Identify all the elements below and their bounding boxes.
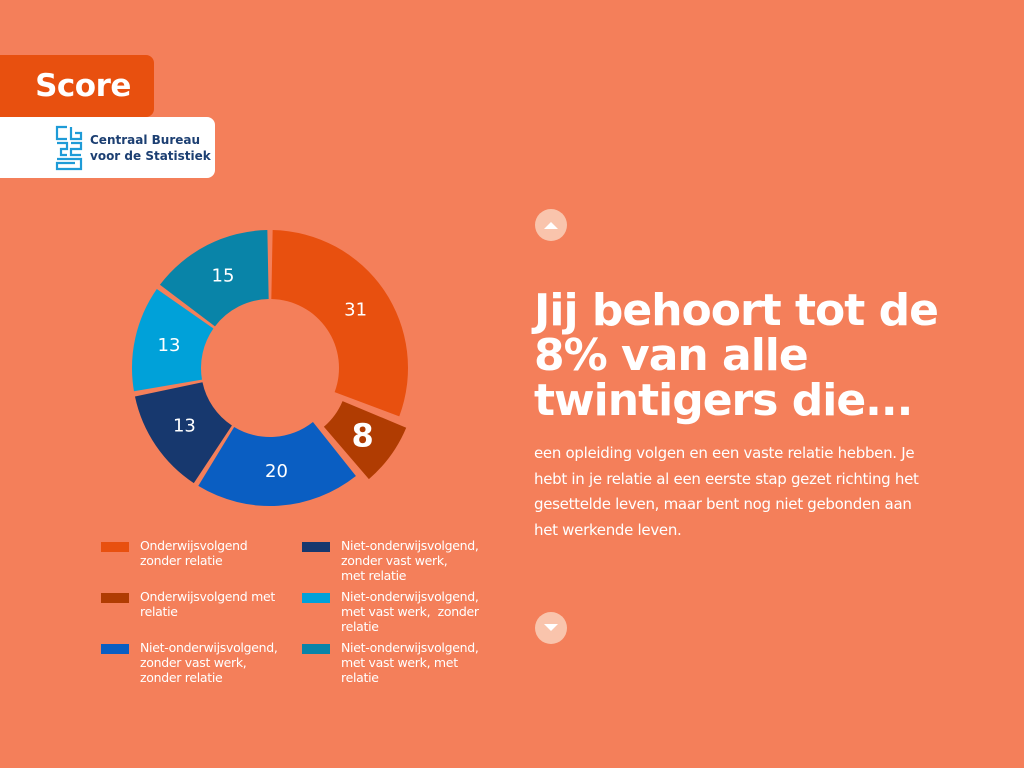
donut-slice xyxy=(132,289,214,392)
heading-line-2: 8% van alle xyxy=(534,330,809,381)
legend-label: Niet-onderwijsvolgend, zonder vast werk, m… xyxy=(341,538,479,583)
cbs-logo-icon xyxy=(55,125,83,170)
legend-label: Onderwijsvolgend zonder relatie xyxy=(140,538,248,568)
legend-item: Onderwijsvolgend zonder relatie xyxy=(101,538,290,568)
legend-item: Niet-onderwijsvolgend, met vast werk, zon… xyxy=(302,589,491,634)
cbs-logo-text: Centraal Bureau voor de Statistiek xyxy=(90,132,211,164)
legend-item: Niet-onderwijsvolgend, met vast werk, met… xyxy=(302,640,491,685)
previous-button[interactable] xyxy=(535,209,567,241)
chevron-up-icon xyxy=(544,222,558,229)
legend-item: Niet-onderwijsvolgend, zonder vast werk, m… xyxy=(302,538,491,583)
logo-line-1: Centraal Bureau xyxy=(90,132,201,147)
legend-swatch xyxy=(101,593,129,603)
legend-label: Niet-onderwijsvolgend, met vast werk, zon… xyxy=(341,589,479,634)
heading-line-1: Jij behoort tot de xyxy=(534,285,939,336)
legend-swatch xyxy=(302,644,330,654)
legend-swatch xyxy=(101,542,129,552)
score-tab: Score xyxy=(0,55,154,117)
legend-label: Niet-onderwijsvolgend, met vast werk, met… xyxy=(341,640,479,685)
next-button[interactable] xyxy=(535,612,567,644)
donut-chart: 31 8 20 13 13 15 xyxy=(132,230,408,506)
donut-slice xyxy=(134,382,232,484)
slice-value-label: 31 xyxy=(344,299,367,320)
donut-slice xyxy=(271,230,408,417)
legend-label: Onderwijsvolgend met relatie xyxy=(140,589,275,619)
result-description: een opleiding volgen en een vaste relati… xyxy=(534,444,919,539)
slice-value-label: 13 xyxy=(173,416,196,437)
legend-swatch xyxy=(302,593,330,603)
legend-swatch xyxy=(302,542,330,552)
legend-item: Niet-onderwijsvolgend, zonder vast werk, z… xyxy=(101,640,290,685)
logo-line-2: voor de Statistiek xyxy=(90,148,211,163)
result-heading: Jij behoort tot de 8% van alle twintiger… xyxy=(534,288,964,423)
slice-value-label: 15 xyxy=(212,265,235,286)
legend-swatch xyxy=(101,644,129,654)
legend-label: Niet-onderwijsvolgend, zonder vast werk, z… xyxy=(140,640,278,685)
heading-line-3: twintigers die... xyxy=(534,375,913,426)
donut-slice xyxy=(198,421,356,506)
chevron-down-icon xyxy=(544,624,558,631)
score-label: Score xyxy=(35,68,131,104)
legend-item: Onderwijsvolgend met relatie xyxy=(101,589,290,619)
slice-value-label: 13 xyxy=(158,335,181,356)
slice-value-label: 20 xyxy=(265,461,288,482)
donut-slice xyxy=(159,230,269,327)
cbs-logo: Centraal Bureau voor de Statistiek xyxy=(0,117,215,178)
donut-slice xyxy=(323,401,407,480)
slice-value-label: 8 xyxy=(351,416,373,454)
